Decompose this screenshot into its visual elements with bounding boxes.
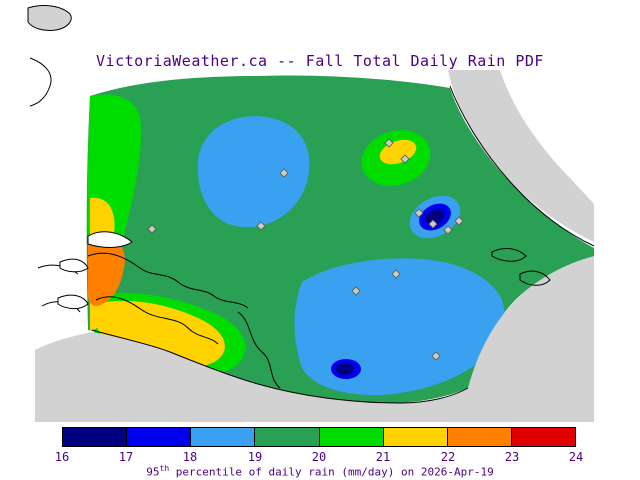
caption-percentile-value: 95: [146, 465, 160, 479]
contour-fill-16-17-spot: [425, 209, 445, 225]
contour-fill-22-23: [88, 235, 125, 307]
coastline-south: [91, 329, 469, 404]
colorbar-tick-16: 16: [54, 450, 70, 464]
colorbar-caption: 95th percentile of daily rain (mm/day) o…: [0, 464, 640, 479]
bay-1: [87, 231, 133, 248]
island-1: [491, 248, 527, 262]
bay-2: [59, 258, 89, 273]
land-mask-northeast: [448, 70, 594, 242]
colorbar-tick-23: 23: [504, 450, 520, 464]
coastline-peninsula: [237, 311, 281, 389]
colorbar-tick-18: 18: [182, 450, 198, 464]
coastline-northeast: [449, 85, 595, 247]
island-northwest: [27, 5, 72, 31]
land-mask-south: [35, 256, 594, 422]
plot-title: VictoriaWeather.ca -- Fall Total Daily R…: [96, 52, 544, 70]
colorbar-tick-20: 20: [311, 450, 327, 464]
contour-fill-16-17-south-spot: [336, 363, 354, 375]
colorbar-segment-20-21: [319, 428, 384, 446]
island-2: [519, 270, 551, 286]
colorbar-segment-16-17: [63, 428, 128, 446]
coastline-harbour-1: [87, 252, 249, 309]
colorbar-tick-21: 21: [375, 450, 391, 464]
colorbar-tick-24: 24: [568, 450, 584, 464]
caption-superscript: th: [159, 464, 170, 473]
colorbar: [62, 427, 576, 447]
bay-3: [57, 294, 89, 310]
contour-fill-18-19-north: [197, 116, 310, 228]
coastline-harbour-2: [95, 296, 219, 345]
coastline-left-fragment: [29, 57, 52, 107]
colorbar-segment-19-20: [255, 428, 320, 446]
colorbar-tick-22: 22: [440, 450, 456, 464]
colorbar-segment-17-18: [127, 428, 192, 446]
colorbar-segment-18-19: [191, 428, 256, 446]
colorbar-tick-19: 19: [247, 450, 263, 464]
colorbar-tick-17: 17: [118, 450, 134, 464]
colorbar-segment-21-22: [383, 428, 448, 446]
colorbar-segment-23-24: [511, 428, 575, 446]
colorbar-segment-22-23: [447, 428, 512, 446]
caption-text: percentile of daily rain (mm/day) on 202…: [169, 465, 494, 479]
